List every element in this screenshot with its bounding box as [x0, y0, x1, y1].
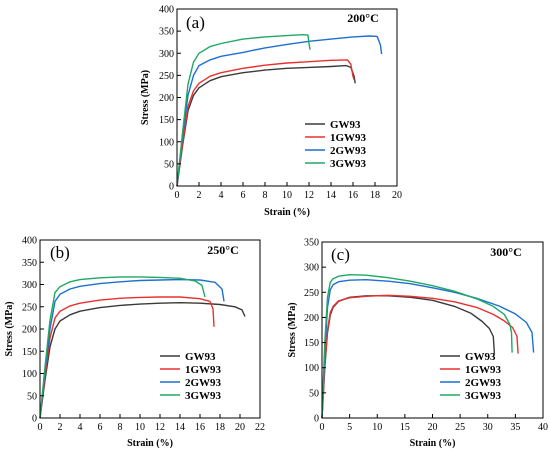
y-axis-label: Stress (MPa) [287, 302, 298, 357]
panel-label: (b) [50, 243, 70, 262]
y-tick-label: 50 [27, 391, 37, 402]
series-line-1gw93 [321, 294, 519, 419]
series-line-2gw93 [321, 279, 535, 419]
y-tick-label: 350 [159, 27, 174, 38]
series-line-3gw93 [321, 274, 513, 419]
x-tick-label: 20 [235, 422, 245, 433]
y-tick-label: 350 [22, 258, 37, 269]
y-tick-label: 300 [22, 280, 37, 291]
series-line-gw93 [39, 302, 246, 419]
x-tick-label: 14 [175, 422, 185, 433]
x-tick-label: 5 [347, 422, 352, 433]
x-axis-label: Strain (%) [127, 438, 173, 449]
y-axis-label: Stress (MPa) [4, 301, 15, 356]
temperature-label: 200°C [347, 11, 378, 25]
x-tick-label: 6 [98, 422, 103, 433]
y-tick-label: 150 [304, 338, 319, 349]
chart-panel-c: 0 5 10 15 20 25 30 35 40 0 50 100 150 200 250 300 350 Str… [287, 238, 548, 450]
legend-entry: 3GW93 [330, 158, 367, 170]
x-tick-label: 35 [510, 422, 520, 433]
x-tick-label: 8 [118, 422, 123, 433]
y-tick-label: 50 [164, 159, 174, 170]
y-tick-label: 0 [169, 182, 174, 193]
y-tick-label: 400 [22, 236, 37, 247]
x-tick-label: 12 [304, 190, 314, 201]
x-tick-label: 12 [155, 422, 165, 433]
x-tick-label: 2 [58, 422, 63, 433]
y-axis-label: Stress (MPa) [140, 70, 151, 125]
x-tick-label: 4 [78, 422, 83, 433]
y-tick-label: 100 [159, 137, 174, 148]
series-line-1gw93 [176, 59, 355, 187]
series-line-gw93 [176, 64, 356, 187]
x-tick-label: 16 [348, 190, 358, 201]
x-tick-label: 30 [483, 422, 493, 433]
series-line-1gw93 [39, 296, 215, 419]
y-tick-label: 150 [159, 115, 174, 126]
x-tick-label: 2 [197, 190, 202, 201]
chart-panel-b: 0 2 4 6 8 10 12 14 16 18 20 22 0 50 100 150 200 250 300 350… [4, 236, 265, 450]
y-tick-label: 200 [159, 93, 174, 104]
y-tick-label: 400 [159, 5, 174, 16]
y-tick-label: 200 [22, 325, 37, 336]
x-tick-label: 10 [282, 190, 292, 201]
y-tick-label: 350 [304, 238, 319, 249]
series-line-2gw93 [176, 35, 383, 187]
legend-entry: GW93 [330, 119, 361, 131]
x-tick-label: 22 [255, 422, 265, 433]
temperature-label: 250°C [207, 243, 238, 257]
x-tick-label: 6 [241, 190, 246, 201]
x-tick-label: 18 [215, 422, 225, 433]
x-tick-label: 15 [400, 422, 410, 433]
legend-entry: 2GW93 [185, 377, 222, 389]
legend-entry: GW93 [185, 351, 216, 363]
series-line-3gw93 [176, 34, 311, 187]
x-tick-label: 10 [135, 422, 145, 433]
legend-entry: 1GW93 [185, 364, 222, 376]
y-tick-label: 300 [159, 49, 174, 60]
x-tick-label: 14 [326, 190, 336, 201]
legend-entry: 3GW93 [465, 390, 502, 402]
y-tick-label: 0 [32, 414, 37, 425]
y-tick-label: 250 [304, 288, 319, 299]
legend-entry: 1GW93 [465, 364, 502, 376]
y-tick-label: 100 [22, 369, 37, 380]
legend-entry: 1GW93 [330, 132, 367, 144]
panel-label: (c) [331, 245, 350, 264]
x-axis-label: Strain (%) [264, 207, 310, 218]
x-tick-label: 10 [372, 422, 382, 433]
panel-label: (a) [186, 13, 205, 32]
x-tick-label: 16 [195, 422, 205, 433]
y-tick-label: 250 [159, 71, 174, 82]
y-tick-label: 200 [304, 313, 319, 324]
plot-frame [39, 239, 261, 419]
plot-frame [321, 241, 544, 419]
y-tick-label: 300 [304, 263, 319, 274]
x-tick-label: 8 [263, 190, 268, 201]
x-tick-label: 18 [370, 190, 380, 201]
series-line-2gw93 [39, 278, 225, 419]
x-tick-label: 20 [392, 190, 402, 201]
y-tick-label: 100 [304, 363, 319, 374]
legend-entry: GW93 [465, 351, 496, 363]
y-tick-label: 250 [22, 302, 37, 313]
legend-entry: 3GW93 [185, 390, 222, 402]
x-tick-label: 0 [38, 422, 43, 433]
temperature-label: 300°C [490, 245, 521, 259]
legend-entry: 2GW93 [330, 145, 367, 157]
x-tick-label: 4 [219, 190, 224, 201]
x-tick-label: 25 [455, 422, 465, 433]
x-axis-label: Strain (%) [410, 438, 456, 449]
legend-entry: 2GW93 [465, 377, 502, 389]
y-tick-label: 150 [22, 347, 37, 358]
chart-panel-a: 0 2 4 6 8 10 12 14 16 18 2005010015020025030035040… [140, 5, 402, 219]
x-tick-label: 0 [175, 190, 180, 201]
y-tick-label: 0 [314, 414, 319, 425]
x-tick-label: 20 [428, 422, 438, 433]
x-tick-label: 40 [538, 422, 548, 433]
x-tick-label: 0 [320, 422, 325, 433]
y-tick-label: 50 [309, 388, 319, 399]
series-line-3gw93 [39, 276, 206, 419]
